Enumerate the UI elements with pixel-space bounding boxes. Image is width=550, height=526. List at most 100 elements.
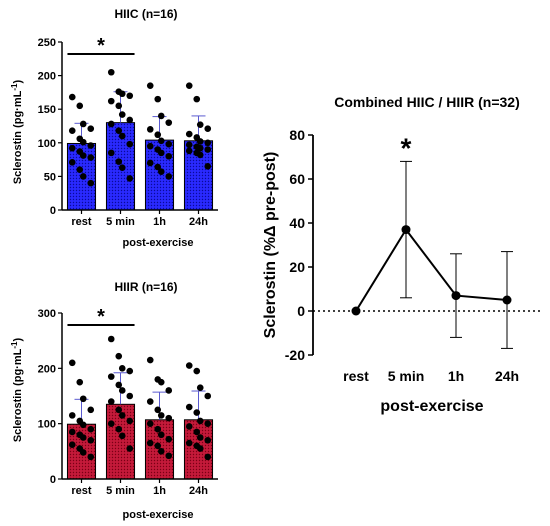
hiic-y-axis-label: Sclerostin (pg·mL-1): [10, 80, 24, 185]
hiic-ytick-label-5: 250: [38, 37, 56, 49]
hiir-point-1-0: [107, 335, 115, 343]
hiir-point-3-8: [185, 423, 193, 430]
hiir-point-3-10: [196, 434, 204, 441]
hiir-ytick-label-1: 100: [38, 419, 56, 431]
hiir-point-0-1: [76, 378, 84, 386]
hiic-x-axis-label: post-exercise: [123, 237, 194, 249]
hiir-point-0-11: [87, 436, 95, 444]
hiic-point-2-14: [157, 168, 165, 175]
hiic-point-2-5: [154, 131, 162, 139]
hiir-point-3-7: [204, 420, 212, 427]
hiir-x-axis-label: post-exercise: [123, 509, 194, 521]
hiic-point-1-0: [107, 68, 115, 76]
hiir-point-3-4: [185, 403, 193, 411]
hiir-point-3-3: [204, 392, 212, 400]
hiic-point-1-2: [118, 90, 126, 98]
hiir-point-2-6: [157, 412, 165, 419]
hiir-point-1-12: [107, 420, 115, 427]
combined-xtick-label-0: rest: [343, 368, 369, 384]
hiir-point-3-11: [204, 436, 212, 444]
hiir-title: HIIR (n=16): [114, 280, 177, 294]
combined-xtick-label-2: 1h: [448, 368, 464, 384]
hiic-point-3-2: [196, 121, 204, 128]
combined-xtick-label-1: 5 min: [388, 368, 425, 384]
hiir-point-0-8: [68, 428, 76, 436]
hiic-point-0-2: [79, 120, 87, 128]
hiic-point-2-2: [157, 112, 165, 120]
hiic-bar-chart: HIIC (n=16) 0 50 100 150 200 250 rest 5 min 1h 24…: [10, 7, 218, 249]
hiir-y-axis-label: Sclerostin (pg·mL-1): [10, 338, 24, 443]
hiic-ytick-label-3: 150: [38, 104, 56, 116]
hiic-point-0-10: [79, 152, 87, 159]
hiir-point-1-10: [118, 412, 126, 419]
hiir-point-3-2: [196, 384, 204, 392]
hiic-marks: 0 50 100 150 200 250 rest 5 min 1h 24h *: [38, 35, 218, 228]
hiic-point-3-1: [193, 95, 201, 103]
hiic-point-2-11: [165, 152, 173, 160]
hiic-point-0-1: [76, 102, 84, 110]
hiir-significance-star: *: [97, 306, 105, 328]
hiic-point-0-14: [79, 173, 87, 180]
hiic-ytick-label-2: 100: [38, 138, 56, 150]
hiic-significance-star: *: [97, 35, 105, 57]
hiic-point-3-6: [196, 138, 204, 145]
hiic-point-0-6: [79, 138, 87, 146]
hiic-point-2-4: [146, 126, 154, 133]
hiir-point-2-0: [146, 356, 154, 364]
hiir-point-2-4: [146, 398, 154, 405]
hiir-point-2-10: [157, 431, 165, 439]
combined-point-3: [502, 295, 512, 305]
hiic-point-1-12: [107, 149, 115, 157]
hiic-point-2-6: [157, 137, 165, 145]
hiic-point-3-10: [196, 144, 204, 152]
hiir-xtick-label-1: 5 min: [106, 485, 135, 497]
combined-line-chart: Combined HIIC / HIIR (n=32) -20 0 20 40 60 80…: [262, 94, 540, 415]
hiir-point-0-3: [87, 406, 95, 414]
hiir-ytick-label-2: 200: [38, 363, 56, 375]
hiir-point-0-6: [79, 421, 87, 429]
combined-significance-star: *: [401, 132, 412, 163]
hiic-point-1-10: [118, 132, 126, 140]
hiir-point-1-15: [126, 445, 134, 452]
hiir-point-2-9: [154, 425, 162, 433]
hiir-point-1-2: [118, 365, 126, 372]
hiir-xtick-label-2: 1h: [153, 485, 166, 497]
hiir-point-2-8: [146, 420, 154, 427]
hiir-point-0-7: [87, 425, 95, 433]
hiir-point-2-12: [146, 439, 154, 447]
hiic-point-2-15: [165, 173, 173, 180]
hiic-point-2-8: [146, 142, 154, 150]
hiic-point-3-4: [185, 130, 193, 138]
hiic-xtick-label-0: rest: [71, 216, 92, 228]
hiir-point-0-12: [68, 441, 76, 448]
hiic-ytick-label-0: 0: [50, 205, 56, 217]
hiir-point-1-13: [115, 425, 123, 433]
hiic-point-1-11: [126, 140, 134, 148]
hiic-ytick-label-4: 200: [38, 71, 56, 83]
hiic-xtick-label-2: 1h: [153, 216, 166, 228]
combined-ytick-label-1: 0: [297, 303, 305, 319]
hiic-point-3-15: [204, 163, 212, 170]
hiir-point-1-11: [126, 417, 134, 425]
hiir-point-2-13: [154, 442, 162, 450]
hiic-xtick-label-3: 24h: [189, 216, 208, 228]
hiir-point-1-3: [126, 367, 134, 375]
hiic-point-1-4: [107, 97, 115, 105]
hiic-point-3-8: [185, 141, 193, 149]
hiic-point-1-13: [115, 158, 123, 165]
hiir-point-0-0: [68, 359, 76, 367]
combined-ytick-label-4: 60: [289, 171, 305, 187]
hiir-point-2-7: [165, 414, 173, 422]
hiic-point-1-7: [126, 116, 134, 124]
hiir-point-0-10: [79, 434, 87, 441]
hiir-point-1-5: [115, 381, 123, 389]
hiir-point-3-12: [185, 439, 193, 447]
hiic-point-0-15: [87, 179, 95, 187]
hiic-xtick-label-1: 5 min: [106, 216, 135, 228]
hiic-point-0-4: [68, 127, 76, 135]
hiic-point-3-7: [204, 139, 212, 147]
hiir-xtick-label-0: rest: [71, 485, 92, 497]
hiir-point-3-15: [204, 453, 212, 461]
hiic-point-1-3: [126, 92, 134, 100]
combined-marks: -20 0 20 40 60 80 rest 5 min 1h 24h *: [285, 127, 540, 384]
